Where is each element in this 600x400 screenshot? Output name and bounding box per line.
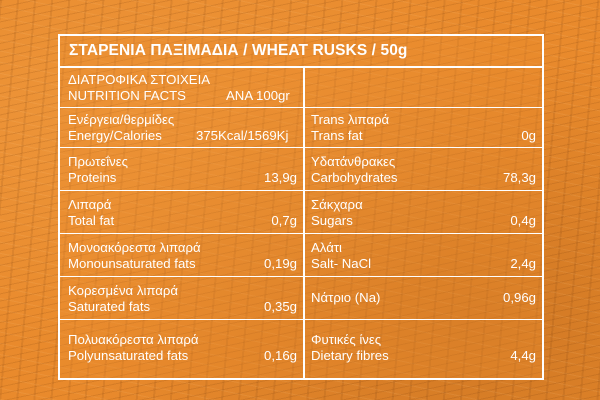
- row-proteins: Πρωτεΐνες Proteins 13,9g: [60, 148, 305, 191]
- total-fat-value: 0,7g: [271, 213, 297, 228]
- carbohydrates-english-label: Carbohydrates: [311, 170, 398, 185]
- salt-greek-label: Αλάτι: [311, 240, 342, 255]
- carbohydrates-value: 78,3g: [502, 170, 536, 185]
- monounsaturated-english-row: Monounsaturated fats 0,19g: [68, 256, 297, 272]
- trans-fat-greek-label: Trans λιπαρά: [311, 112, 390, 127]
- polyunsaturated-english-label: Polyunsaturated fats: [68, 348, 189, 363]
- row-saturated-fats: Κορεσμένα λιπαρά Saturated fats 0,35g: [60, 277, 305, 320]
- proteins-value: 13,9g: [263, 170, 297, 185]
- sodium-center-wrapper: Νάτριο (Na) 0,96g: [311, 277, 536, 319]
- fibres-english-label: Dietary fibres: [311, 348, 389, 363]
- monounsaturated-greek-label: Μονοακόρεστα λιπαρά: [68, 240, 201, 255]
- polyunsaturated-greek-label: Πολυακόρεστα λιπαρά: [68, 332, 199, 347]
- product-title: ΣΤΑΡΕΝΙΑ ΠΑΞΙΜΑΔΙΑ / WHEAT RUSKS / 50g: [60, 36, 542, 68]
- sodium-label: Νάτριο (Na): [311, 290, 381, 305]
- facts-header-per-100g: ΑΝΑ 100gr: [226, 88, 290, 103]
- energy-english-row: Energy/Calories 375Kcal/1569Kj: [68, 128, 297, 144]
- fibres-english-row: Dietary fibres 4,4g: [311, 348, 536, 364]
- proteins-english-label: Proteins: [68, 170, 117, 185]
- empty-header-cell: [305, 68, 542, 108]
- sugars-value: 0,4g: [510, 213, 536, 228]
- salt-value: 2,4g: [510, 256, 536, 271]
- total-fat-greek-label: Λιπαρά: [68, 197, 112, 212]
- saturated-greek-label: Κορεσμένα λιπαρά: [68, 283, 179, 298]
- row-sodium: Νάτριο (Na) 0,96g: [305, 277, 542, 320]
- fibres-value: 4,4g: [510, 348, 536, 363]
- proteins-english-row: Proteins 13,9g: [68, 170, 297, 186]
- saturated-english-row: Saturated fats 0,35g: [68, 299, 297, 315]
- energy-greek-label: Ενέργεια/θερμίδες: [68, 112, 175, 127]
- row-energy: Ενέργεια/θερμίδες Energy/Calories 375Kca…: [60, 108, 305, 148]
- row-sugars: Σάκχαρα Sugars 0,4g: [305, 191, 542, 234]
- total-fat-english-row: Total fat 0,7g: [68, 213, 297, 229]
- trans-fat-english-label: Trans fat: [311, 128, 363, 143]
- sugars-english-label: Sugars: [311, 213, 353, 228]
- trans-fat-value: 0g: [521, 128, 536, 143]
- polyunsaturated-english-row: Polyunsaturated fats 0,16g: [68, 348, 297, 364]
- fibres-greek-label: Φυτικές ίνες: [311, 332, 382, 347]
- sodium-row: Νάτριο (Na) 0,96g: [311, 290, 536, 306]
- row-monounsaturated-fats: Μονοακόρεστα λιπαρά Monounsaturated fats…: [60, 234, 305, 277]
- row-total-fat: Λιπαρά Total fat 0,7g: [60, 191, 305, 234]
- row-salt: Αλάτι Salt- NaCl 2,4g: [305, 234, 542, 277]
- saturated-value: 0,35g: [263, 299, 297, 314]
- carbohydrates-english-row: Carbohydrates 78,3g: [311, 170, 536, 186]
- saturated-english-label: Saturated fats: [68, 299, 151, 314]
- salt-english-label: Salt- NaCl: [311, 256, 372, 271]
- total-fat-english-label: Total fat: [68, 213, 115, 228]
- row-trans-fat: Trans λιπαρά Trans fat 0g: [305, 108, 542, 148]
- nutrition-facts-header: ΔΙΑΤΡΟΦΙΚΑ ΣΤΟΙΧΕΙΑ NUTRITION FACTS ΑΝΑ …: [60, 68, 305, 108]
- row-polyunsaturated-fats: Πολυακόρεστα λιπαρά Polyunsaturated fats…: [60, 320, 305, 378]
- energy-value: 375Kcal/1569Kj: [196, 128, 289, 143]
- energy-english-label: Energy/Calories: [68, 128, 162, 143]
- trans-fat-english-row: Trans fat 0g: [311, 128, 536, 144]
- sugars-greek-label: Σάκχαρα: [311, 197, 363, 212]
- salt-english-row: Salt- NaCl 2,4g: [311, 256, 536, 272]
- polyunsaturated-value: 0,16g: [263, 348, 297, 363]
- carbohydrates-greek-label: Υδατάνθρακες: [311, 154, 396, 169]
- monounsaturated-value: 0,19g: [263, 256, 297, 271]
- sugars-english-row: Sugars 0,4g: [311, 213, 536, 229]
- nutrition-table: ΣΤΑΡΕΝΙΑ ΠΑΞΙΜΑΔΙΑ / WHEAT RUSKS / 50g Δ…: [58, 34, 544, 380]
- row-dietary-fibres: Φυτικές ίνες Dietary fibres 4,4g: [305, 320, 542, 378]
- monounsaturated-english-label: Monounsaturated fats: [68, 256, 196, 271]
- sodium-value: 0,96g: [502, 290, 536, 305]
- facts-header-greek: ΔΙΑΤΡΟΦΙΚΑ ΣΤΟΙΧΕΙΑ: [68, 72, 211, 87]
- row-carbohydrates: Υδατάνθρακες Carbohydrates 78,3g: [305, 148, 542, 191]
- facts-header-english-row: NUTRITION FACTS ΑΝΑ 100gr: [68, 88, 297, 104]
- facts-header-english: NUTRITION FACTS: [68, 88, 186, 103]
- proteins-greek-label: Πρωτεΐνες: [68, 154, 128, 169]
